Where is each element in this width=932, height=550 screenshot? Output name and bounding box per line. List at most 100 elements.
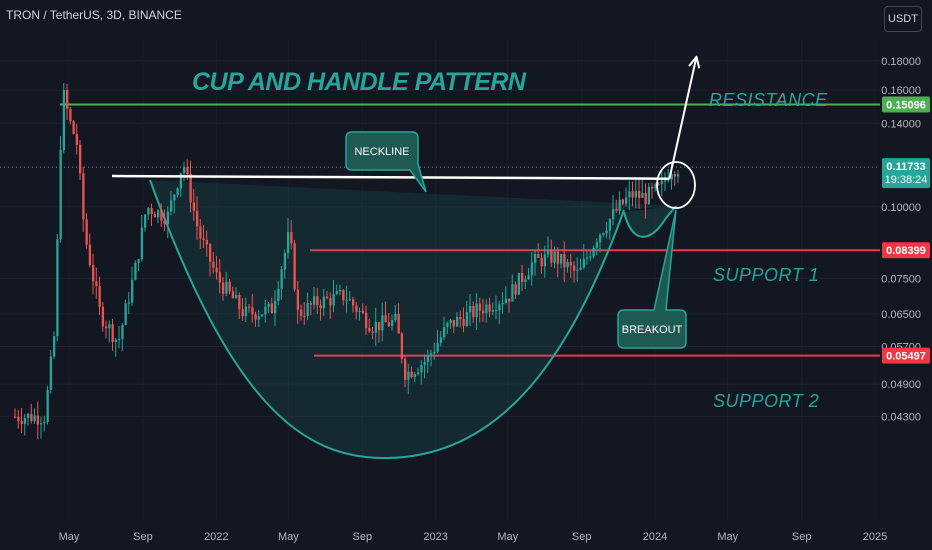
price-tick-label: 0.07500 — [881, 273, 921, 285]
candle-body — [72, 121, 75, 134]
candle-body — [612, 209, 615, 220]
candle-body — [599, 234, 602, 243]
candle-body — [608, 219, 612, 231]
candle-body — [235, 295, 238, 299]
candle-body — [339, 289, 342, 292]
candle-body — [553, 251, 556, 263]
price-tick-label: 0.18000 — [881, 56, 921, 68]
candles — [14, 83, 680, 439]
candle-body — [56, 239, 59, 337]
candle-body — [566, 262, 569, 268]
breakout-label: BREAKOUT — [622, 324, 683, 336]
candle-body — [202, 238, 205, 240]
candle-body — [654, 184, 657, 189]
candle-body — [534, 253, 537, 263]
candle-body — [573, 265, 576, 271]
candle-body — [111, 324, 114, 343]
price-badge — [882, 158, 930, 189]
candle-body — [404, 358, 407, 380]
candle-body — [423, 361, 426, 365]
candle-body — [631, 191, 634, 198]
cup-curve — [149, 179, 625, 460]
candle-body — [205, 239, 209, 245]
candle-body — [647, 186, 651, 205]
pattern-title: CUP AND HANDLE PATTERN — [192, 68, 526, 96]
support2-label: SUPPORT 2 — [713, 391, 820, 411]
candle-body — [66, 90, 69, 109]
candle-body — [53, 336, 56, 357]
candle-body — [280, 269, 283, 289]
candle-body — [36, 415, 40, 425]
price-tick-label: 0.04900 — [881, 379, 921, 391]
candle-body — [576, 269, 579, 271]
candle-body — [43, 421, 46, 424]
candle-body — [33, 415, 36, 422]
candle-body — [651, 186, 654, 189]
currency-button[interactable]: USDT — [884, 6, 922, 32]
candle-body — [222, 282, 225, 294]
candle-body — [475, 303, 478, 318]
candle-body — [537, 253, 540, 258]
candle-body — [306, 303, 309, 316]
candle-body — [75, 133, 79, 145]
price-badge — [882, 347, 930, 364]
candle-body — [95, 281, 98, 287]
candle-body — [309, 303, 313, 305]
candle-body — [257, 316, 261, 320]
candle-body — [319, 305, 322, 309]
candle-body — [495, 310, 498, 312]
candle-body — [644, 192, 647, 205]
time-tick-label: 2024 — [643, 531, 667, 543]
candle-body — [326, 296, 329, 299]
candle-body — [62, 90, 66, 150]
candle-body — [264, 306, 267, 315]
candle-body — [556, 251, 560, 264]
candle-body — [638, 191, 641, 198]
candle-body — [498, 304, 501, 311]
candle-body — [267, 303, 270, 307]
candle-body — [105, 326, 108, 329]
candle-body — [589, 256, 592, 258]
price-badge — [882, 242, 930, 259]
price-tick-label: 0.16000 — [881, 85, 921, 97]
time-tick-label: Sep — [353, 531, 373, 543]
projection-arrow-head — [688, 55, 701, 69]
candle-body — [482, 310, 485, 314]
candle-body — [550, 249, 553, 263]
candle-body — [238, 295, 241, 310]
price-tick-label: 0.10000 — [881, 202, 921, 214]
candle-body — [361, 310, 365, 313]
candle-body — [413, 374, 417, 378]
candle-body — [118, 339, 121, 341]
time-tick-label: Sep — [133, 531, 153, 543]
candle-body — [488, 304, 491, 312]
price-tick-label: 0.06500 — [881, 309, 921, 321]
candle-body — [560, 253, 563, 264]
time-tick-label: 2023 — [423, 531, 447, 543]
candle-body — [628, 191, 631, 198]
candle-body — [667, 179, 670, 181]
candle-body — [170, 200, 173, 212]
neckline — [111, 174, 670, 180]
candle-body — [27, 413, 30, 419]
price-tick-label: 0.14000 — [881, 118, 921, 130]
candle-body — [664, 180, 667, 182]
candle-body — [209, 244, 212, 262]
candle-body — [329, 298, 332, 306]
candle-body — [452, 319, 456, 327]
candle-body — [459, 317, 462, 320]
breakout-callout — [617, 209, 687, 349]
neckline-callout — [345, 131, 427, 193]
price-badge-label: 0.11733 — [886, 161, 925, 173]
candle-body — [449, 319, 452, 323]
candle-body — [163, 220, 166, 225]
candle-body — [131, 279, 134, 303]
candle-body — [79, 144, 82, 174]
candle-body — [20, 421, 23, 424]
candle-body — [673, 174, 677, 177]
candle-body — [218, 272, 222, 283]
candle-body — [270, 303, 274, 314]
candle-body — [563, 253, 566, 268]
